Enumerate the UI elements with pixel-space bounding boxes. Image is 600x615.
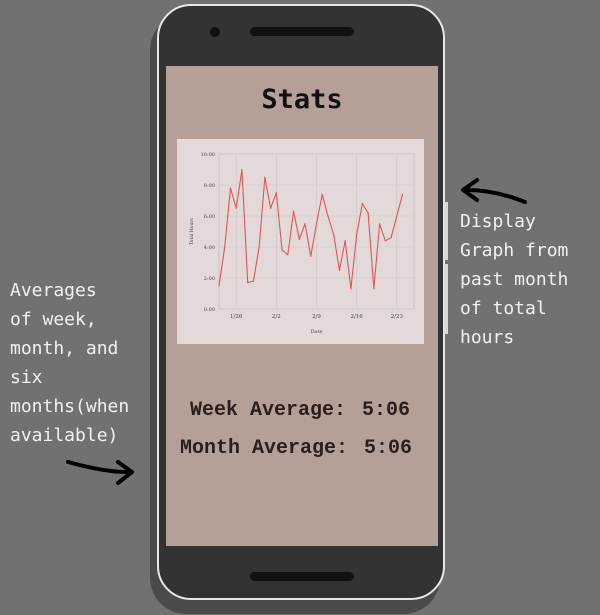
data-point [321,193,323,195]
data-point [384,240,386,242]
data-point [310,255,312,257]
arrow-right-icon [461,178,527,204]
annotation-line: six [10,367,43,388]
month-average-label: Month Average: [180,437,349,460]
hours-line-chart: 0:00 2:00 4:00 6:00 8:00 10:00 1/26 2/2 2/9 2/16 2… [189,152,415,335]
data-point [270,207,272,209]
data-point [401,193,404,195]
volume-button [444,264,448,334]
data-point [344,240,346,242]
left-annotation: Averages of week, month, and six months(… [10,276,129,450]
data-point [247,282,249,284]
data-point [292,210,295,212]
data-point [258,246,260,248]
data-point [356,234,358,236]
data-point [281,249,283,251]
annotation-line: month, and [10,338,119,359]
x-tick-label: 2/23 [391,314,404,320]
data-point [264,176,266,178]
y-tick-label: 4:00 [204,245,215,251]
data-point [327,215,329,217]
y-tick-label: 2:00 [204,276,215,282]
data-point [367,212,369,214]
data-point [224,246,226,248]
data-point [298,238,300,240]
page-title: Stats [261,84,343,115]
annotation-line: hours [460,327,515,348]
data-point [287,254,289,256]
right-annotation: Display Graph from past month of total h… [460,207,568,352]
x-tick-label: 2/2 [272,314,281,320]
arrow-left-icon [66,460,134,485]
annotation-line: Display [460,211,536,232]
month-average-row: Month Average: 5:06 [180,437,412,460]
annotation-line: of week, [10,309,97,330]
annotation-line: Graph from [460,240,569,261]
data-point [275,192,277,194]
app-screen: Stats 0:00 2:00 4:00 6:00 8:00 10:00 1/26 2/2 2/… [166,66,438,546]
data-point [252,280,255,282]
home-bar[interactable] [250,572,354,581]
week-average-row: Week Average: 5:06 [190,399,410,422]
camera-icon [210,27,220,37]
data-point [218,285,220,287]
x-axis-label: Date [311,329,323,335]
data-point [338,269,341,271]
annotation-line: of total [460,298,547,319]
data-point [235,207,237,209]
data-point [315,223,318,225]
y-axis-label: Total Hours [189,217,195,244]
month-average-value: 5:06 [364,437,413,460]
data-point [241,168,243,171]
y-tick-label: 10:00 [201,152,215,158]
series-line [218,168,404,290]
data-point [304,223,306,225]
x-tick-label: 2/9 [312,314,321,320]
y-tick-label: 6:00 [204,214,215,220]
data-point [361,203,363,205]
x-tick-label: 2/16 [350,314,363,320]
data-point [350,288,352,290]
annotation-line: available) [10,425,119,446]
y-tick-label: 0:00 [204,307,215,313]
annotation-line: months(when [10,396,130,417]
data-point [373,288,375,290]
power-button [444,202,448,260]
data-point [378,223,381,225]
speaker-grille [250,27,354,36]
x-tick-label: 1/26 [230,314,243,320]
data-point [229,187,232,189]
hours-chart: 0:00 2:00 4:00 6:00 8:00 10:00 1/26 2/2 2/9 2/16 2… [177,139,424,344]
y-tick-label: 8:00 [204,183,215,189]
annotation-line: past month [460,269,569,290]
data-point [390,237,392,239]
data-point [333,234,335,236]
annotation-line: Averages [10,280,97,301]
week-average-value: 5:06 [362,399,411,422]
week-average-label: Week Average: [190,399,347,422]
